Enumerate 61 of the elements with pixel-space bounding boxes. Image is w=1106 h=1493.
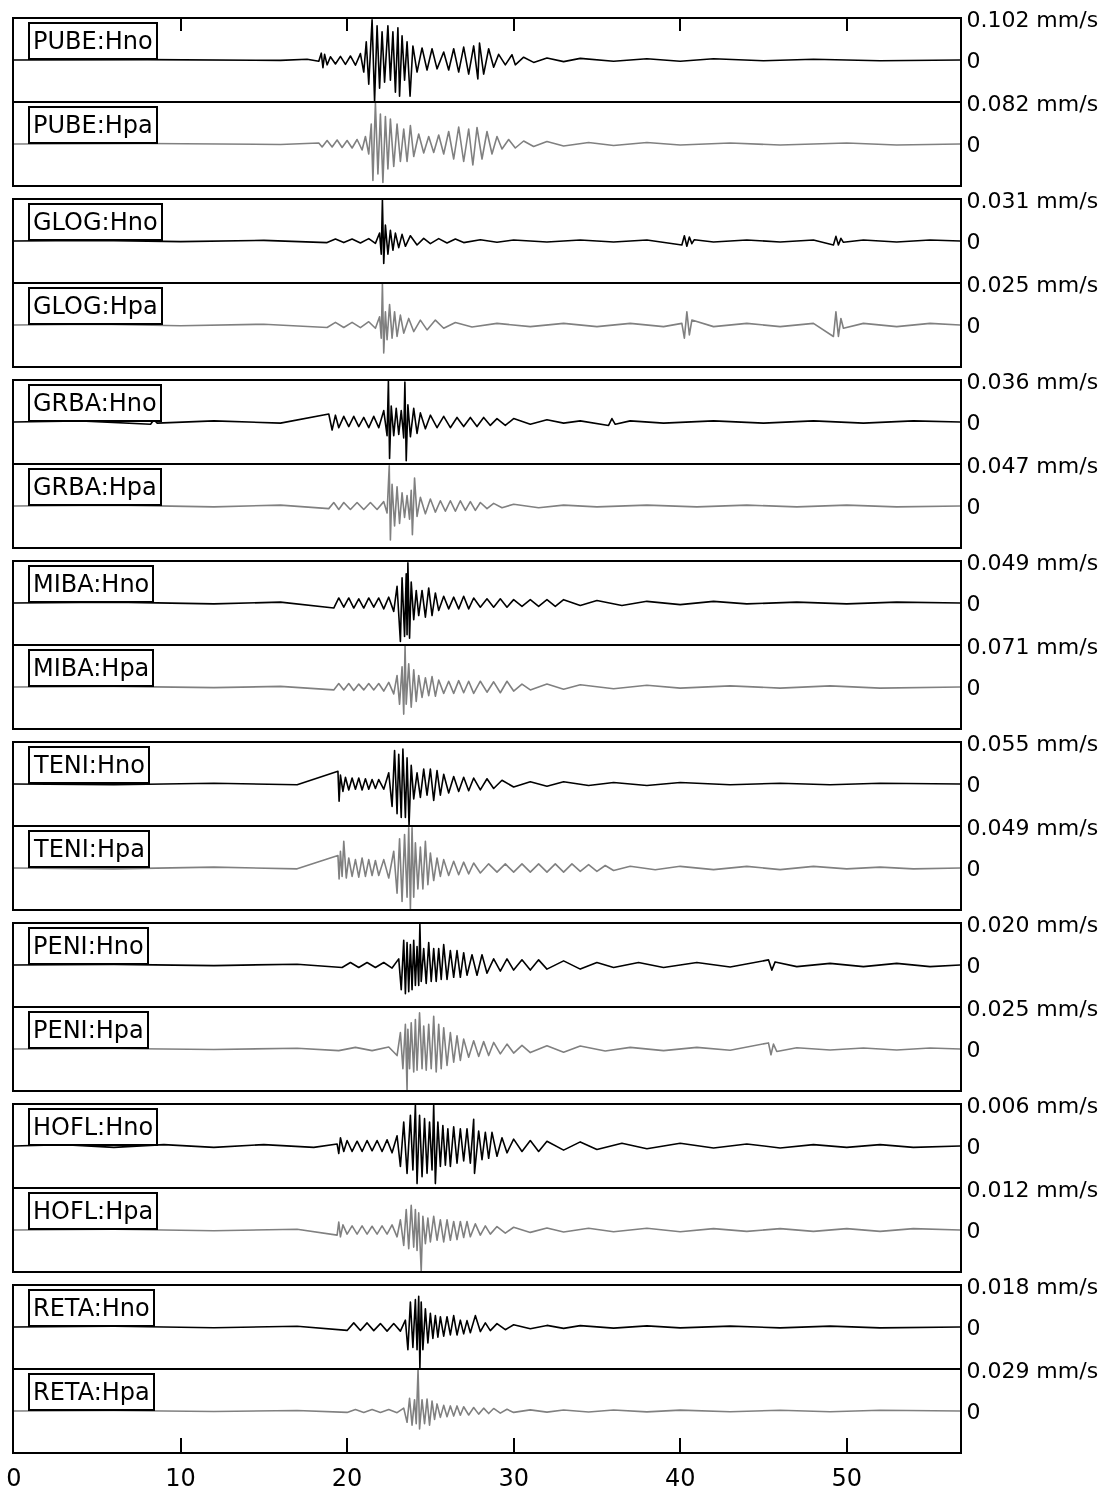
y-tick-label: 0.031 mm/s [966,187,1099,213]
line-series [14,465,960,541]
x-tick-label: 40 [664,1463,696,1492]
x-tick-label: 0 [6,1463,22,1492]
y-tick-label: 0 [966,674,981,700]
y-tick-label: 0.102 mm/s [966,6,1099,32]
chart-title: TENI:Hpa [33,835,145,863]
y-tick-label: 0.006 mm/s [966,1092,1099,1118]
x-tick-label: 20 [331,1463,363,1492]
line-series [14,646,960,715]
x-tick-label: 30 [498,1463,529,1492]
y-tick-label: 0 [966,312,981,338]
chart-title: GLOG:Hpa [33,292,158,320]
y-tick-label: 0 [966,1217,981,1243]
chart-title: GRBA:Hpa [33,473,157,501]
y-tick-label: 0 [966,771,981,797]
y-tick-label: 0.071 mm/s [966,633,1099,659]
chart-title: GLOG:Hno [33,208,158,236]
chart-title: GRBA:Hno [33,389,157,417]
y-tick-label: 0 [966,590,981,616]
y-tick-label: 0 [966,1133,981,1159]
chart-title: PUBE:Hpa [33,111,153,139]
y-tick-label: 0.018 mm/s [966,1273,1099,1299]
y-tick-label: 0 [966,1036,981,1062]
y-tick-label: 0.047 mm/s [966,452,1099,478]
y-tick-label: 0 [966,409,981,435]
y-tick-label: 0.025 mm/s [966,271,1099,297]
chart-title: PENI:Hno [33,932,144,960]
chart-title: TENI:Hno [33,751,145,779]
chart-title: PUBE:Hno [33,27,153,55]
y-tick-label: 0.049 mm/s [966,549,1099,575]
x-tick-label: 10 [165,1463,196,1492]
line-series [14,1370,960,1430]
chart-title: MIBA:Hno [33,570,150,598]
y-tick-label: 0 [966,47,981,73]
y-tick-label: 0.029 mm/s [966,1357,1099,1383]
line-series [14,1012,960,1090]
y-tick-label: 0.012 mm/s [966,1176,1099,1202]
line-series [14,827,960,909]
line-series [14,1105,960,1185]
y-tick-label: 0.025 mm/s [966,995,1099,1021]
y-tick-label: 0 [966,855,981,881]
y-tick-label: 0 [966,228,981,254]
x-tick-label: 50 [831,1463,863,1492]
y-tick-label: 0 [966,952,981,978]
chart-title: HOFL:Hpa [33,1197,154,1225]
y-tick-label: 0 [966,1314,981,1340]
y-tick-label: 0.036 mm/s [966,368,1099,394]
y-tick-label: 0 [966,493,981,519]
y-tick-label: 0 [966,1398,981,1424]
chart-title: PENI:Hpa [33,1016,144,1044]
chart-title: RETA:Hno [33,1294,150,1322]
chart-title: HOFL:Hno [33,1113,154,1141]
y-tick-label: 0.055 mm/s [966,730,1099,756]
y-tick-label: 0.020 mm/s [966,911,1099,937]
chart-title: RETA:Hpa [33,1378,150,1406]
y-tick-label: 0 [966,131,981,157]
y-tick-label: 0.049 mm/s [966,814,1099,840]
y-tick-label: 0.082 mm/s [966,90,1099,116]
line-series [14,284,960,354]
chart-title: MIBA:Hpa [33,654,150,682]
